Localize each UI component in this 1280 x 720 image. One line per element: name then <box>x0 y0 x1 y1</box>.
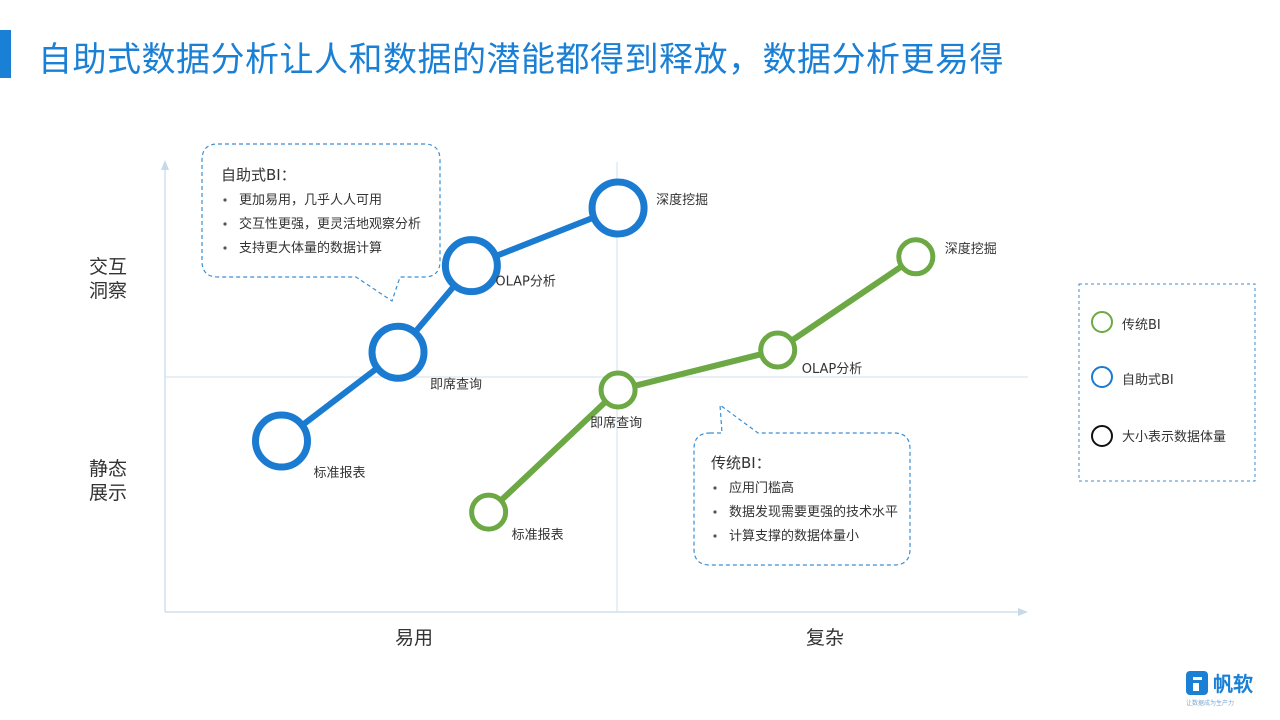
point-label-traditional-1: 即席查询 <box>590 415 642 431</box>
callout-traditional-item: 数据发现需要更强的技术水平 <box>729 504 898 520</box>
y-label-bottom-line1: 静态 <box>89 458 127 480</box>
bullet <box>223 246 227 250</box>
series-line-traditional <box>486 254 918 515</box>
bullet <box>223 222 227 226</box>
bullet <box>713 486 717 490</box>
legend: 传统BI 自助式BI 大小表示数据体量 <box>1078 283 1256 482</box>
callout-self-service-border <box>201 143 441 302</box>
point-self-service-2 <box>441 236 501 296</box>
point-traditional-2 <box>758 330 798 370</box>
callout-traditional-border <box>693 403 911 566</box>
logo-icon-cutout <box>1193 683 1199 691</box>
point-label-self-service-3: 深度挖掘 <box>656 192 708 208</box>
y-label-bottom-line2: 展示 <box>89 482 127 504</box>
callout-traditional-item: 应用门槛高 <box>729 480 794 496</box>
point-self-service-0 <box>252 411 312 471</box>
series-self-service: 标准报表 即席查询 OLAP分析 深度挖掘 <box>252 178 708 481</box>
legend-item-size: 大小表示数据体量 <box>1122 430 1226 445</box>
y-axis-arrow <box>161 160 169 170</box>
fanruan-logo: 帆软 让数据成为生产力 <box>1186 671 1253 707</box>
point-label-traditional-3: 深度挖掘 <box>945 241 997 257</box>
point-self-service-1 <box>368 322 428 382</box>
callout-self-service: 自助式BI： 更加易用，几乎人人可用 交互性更强，更灵活地观察分析 支持更大体量… <box>201 143 441 302</box>
callout-self-service-item: 支持更大体量的数据计算 <box>239 240 382 256</box>
callout-traditional-title: 传统BI： <box>711 454 771 472</box>
y-label-top-line2: 洞察 <box>89 280 127 302</box>
legend-marker-self-service <box>1091 366 1113 388</box>
y-label-top-line1: 交互 <box>89 256 127 278</box>
logo-name: 帆软 <box>1213 672 1253 696</box>
point-traditional-0 <box>469 492 509 532</box>
point-label-traditional-2: OLAP分析 <box>802 362 863 377</box>
point-label-self-service-2: OLAP分析 <box>495 275 556 290</box>
legend-marker-traditional <box>1091 311 1113 333</box>
point-traditional-1 <box>598 370 638 410</box>
series-line-self-service <box>279 205 620 444</box>
callout-self-service-item: 交互性更强，更灵活地观察分析 <box>239 216 421 232</box>
title-accent-bar <box>0 30 11 78</box>
series-traditional: 标准报表 即席查询 OLAP分析 深度挖掘 <box>469 237 997 543</box>
x-label-complex: 复杂 <box>806 627 844 649</box>
callout-self-service-title: 自助式BI： <box>221 166 296 184</box>
bullet <box>713 534 717 538</box>
legend-item-traditional: 传统BI <box>1122 318 1161 333</box>
point-self-service-3 <box>588 178 648 238</box>
point-label-self-service-0: 标准报表 <box>314 466 366 481</box>
point-label-traditional-0: 标准报表 <box>512 528 564 543</box>
bullet <box>713 510 717 514</box>
page-title: 自助式数据分析让人和数据的潜能都得到释放，数据分析更易得 <box>38 40 1004 80</box>
callout-traditional: 传统BI： 应用门槛高 数据发现需要更强的技术水平 计算支撑的数据体量小 <box>693 403 911 566</box>
bullet <box>223 198 227 202</box>
point-traditional-3 <box>896 237 936 277</box>
callout-self-service-item: 更加易用，几乎人人可用 <box>239 193 382 208</box>
callout-traditional-item: 计算支撑的数据体量小 <box>729 528 859 544</box>
x-label-easy: 易用 <box>395 627 433 649</box>
legend-item-self-service: 自助式BI <box>1122 373 1174 388</box>
logo-tagline: 让数据成为生产力 <box>1186 699 1234 707</box>
legend-marker-size <box>1091 425 1113 447</box>
logo-icon-cutout <box>1193 677 1202 680</box>
point-label-self-service-1: 即席查询 <box>430 376 482 392</box>
x-axis-arrow <box>1018 608 1028 616</box>
